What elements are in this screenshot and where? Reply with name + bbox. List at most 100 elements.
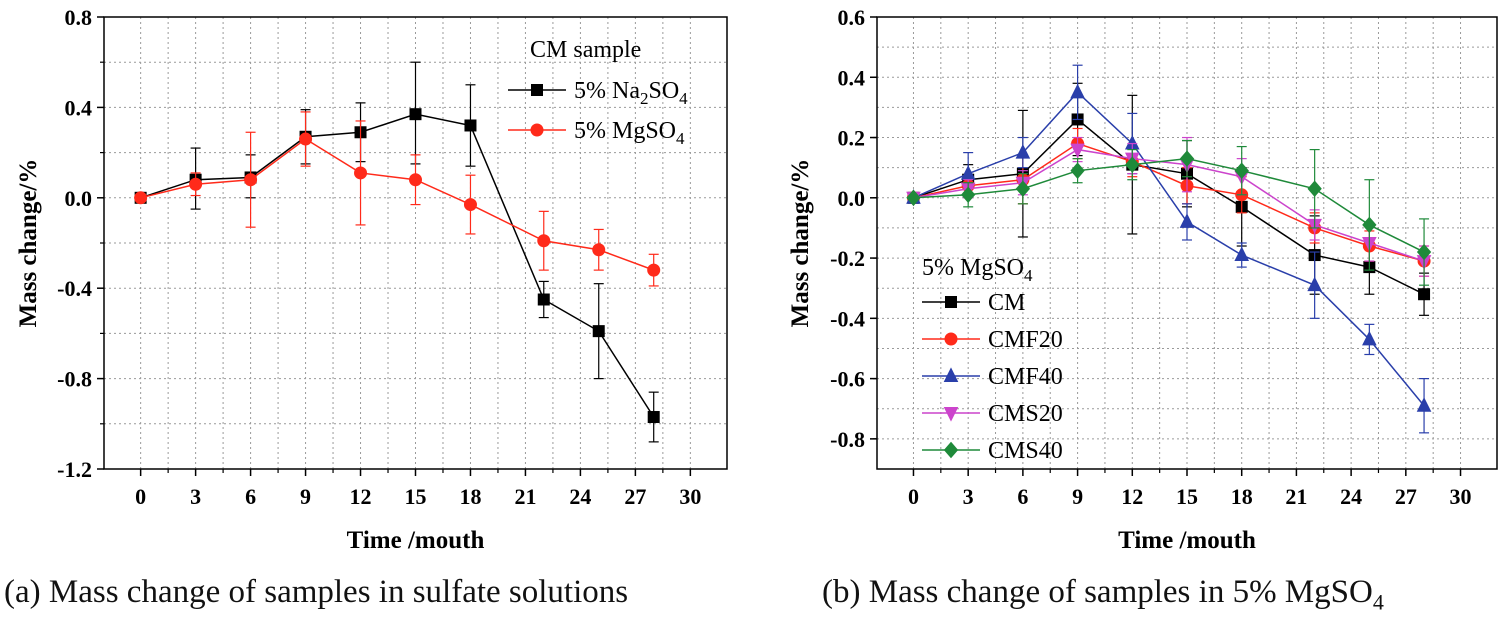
legend-subscript: 4 — [679, 89, 688, 108]
data-point — [409, 108, 422, 121]
x-tick-label: 18 — [459, 484, 481, 509]
legend-title-subscript: 4 — [1024, 266, 1033, 285]
data-point — [1362, 330, 1377, 346]
series-line — [140, 113, 655, 418]
data-point — [1307, 276, 1322, 292]
y-tick-label: -0.4 — [57, 276, 92, 301]
x-tick-label: 30 — [1450, 484, 1472, 509]
data-point — [299, 132, 313, 146]
y-tick-label: -0.8 — [830, 427, 865, 452]
series-cmf20 — [906, 127, 1431, 277]
data-point — [1418, 288, 1431, 301]
y-tick-label: 0.6 — [838, 5, 866, 30]
legend-marker — [945, 296, 957, 308]
legend-entry: 5% MgSO4 — [508, 118, 685, 148]
x-tick-label: 24 — [569, 484, 591, 509]
y-tick-label: -0.2 — [830, 246, 865, 271]
series-line — [913, 118, 1425, 295]
legend-subscript: 4 — [676, 129, 685, 148]
x-tick-label: 12 — [1121, 484, 1143, 509]
legend: 5% MgSO4 CM CMF20 CMF40 CMS20 CMS40 — [922, 255, 1063, 464]
legend-title: CM sample — [530, 37, 641, 63]
legend-label: 5% MgSO4 — [574, 118, 685, 148]
x-tick-label: 18 — [1231, 484, 1253, 509]
y-tick-label: 0.8 — [65, 5, 93, 30]
y-tick-label: 0.4 — [838, 65, 866, 90]
series-line — [913, 148, 1425, 262]
series-line — [913, 157, 1425, 253]
legend-title: 5% MgSO4 — [922, 255, 1033, 285]
y-tick-label: 0.0 — [838, 186, 866, 211]
x-tick-label: 9 — [1072, 484, 1083, 509]
x-tick-label: 6 — [1017, 484, 1028, 509]
x-tick-label: 12 — [350, 484, 372, 509]
legend-subscript: 2 — [640, 89, 649, 108]
legend-entry: CMS40 — [922, 438, 1063, 464]
x-tick-label: 0 — [135, 484, 146, 509]
legend-label: 5% Na2SO4 — [574, 78, 688, 108]
series-line — [913, 142, 1425, 262]
data-point — [189, 177, 203, 191]
x-tick-label: 27 — [624, 484, 646, 509]
legend-entry: CM — [922, 290, 1025, 316]
chart-panel-a: 0 3 6 9 12 15 18 21 24 27 30-1.2-0.8-0.40.00.40.8T… — [15, 5, 728, 554]
caption-a: (a) Mass change of samples in sulfate so… — [4, 574, 628, 611]
data-point — [1362, 216, 1377, 234]
data-point — [592, 325, 605, 338]
data-point — [647, 263, 661, 277]
data-point — [1015, 180, 1031, 198]
y-tick-label: -0.4 — [830, 306, 865, 331]
x-tick-label: 21 — [514, 484, 536, 509]
data-point — [1179, 150, 1195, 167]
data-point — [409, 173, 422, 187]
data-point — [463, 198, 477, 212]
x-tick-label: 3 — [190, 484, 201, 509]
y-tick-label: -0.6 — [830, 367, 865, 392]
legend: CM sample 5% Na2SO4 5% MgSO4 — [508, 37, 688, 148]
y-axis-label: Mass change/% — [787, 159, 814, 328]
y-axis-label: Mass change/% — [15, 159, 42, 328]
data-point — [1179, 213, 1195, 228]
series-line — [913, 91, 1425, 407]
x-tick-label: 6 — [245, 484, 256, 509]
grid — [877, 16, 1497, 470]
y-tick-label: 0.4 — [65, 95, 93, 120]
x-axis-label: Time /mouth — [1118, 527, 1256, 554]
caption-b-subscript: 4 — [1372, 589, 1384, 615]
legend-label: CMF20 — [988, 327, 1063, 353]
legend-label: CMS20 — [988, 401, 1063, 427]
chart-panel-b: 0 3 6 9 12 15 18 21 24 27 30 -0.8 -0.6 -0.4 -0.2 0.0 0.2… — [787, 5, 1498, 554]
y-tick-label: 0.0 — [65, 186, 93, 211]
data-point — [906, 189, 921, 207]
data-point — [354, 166, 368, 180]
legend-label-mid: SO — [648, 78, 679, 104]
series-line — [140, 138, 654, 271]
legend-marker — [530, 123, 544, 137]
data-point — [134, 191, 148, 205]
legend-marker — [943, 441, 959, 459]
data-point — [961, 186, 976, 204]
data-point — [1070, 162, 1085, 179]
series-cms40 — [906, 139, 1432, 286]
data-point — [1070, 143, 1085, 159]
x-tick-label: 3 — [963, 484, 974, 509]
caption-a-text: (a) Mass change of samples in sulfate so… — [4, 574, 629, 610]
legend-entry: CMF40 — [922, 364, 1063, 390]
x-tick-label: 0 — [908, 484, 919, 509]
data-point — [647, 411, 660, 424]
x-tick-label: 15 — [405, 484, 427, 509]
legend-label: CMS40 — [988, 438, 1063, 464]
x-tick-label: 9 — [300, 484, 311, 509]
data-point — [537, 234, 551, 248]
legend-marker — [943, 367, 959, 382]
y-tick-label: 0.2 — [838, 126, 866, 151]
series-5-mgso4 — [134, 111, 661, 287]
legend-entry: CMF20 — [922, 327, 1063, 353]
data-point — [1307, 180, 1322, 198]
data-point — [464, 119, 477, 132]
series-cmf40 — [906, 64, 1432, 434]
x-axis-label: Time /mouth — [347, 527, 485, 554]
legend-marker — [943, 407, 959, 422]
legend-entry: 5% Na2SO4 — [508, 78, 688, 108]
